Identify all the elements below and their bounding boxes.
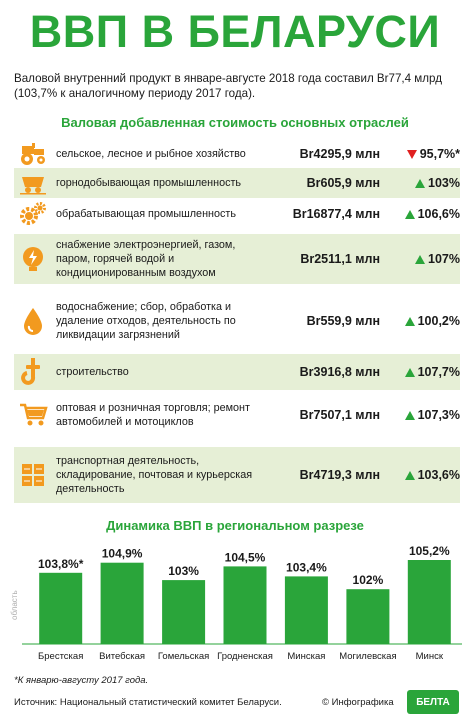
industry-label: оптовая и розничная торговля; ремонт авт…	[56, 402, 250, 428]
industry-percent: 106,6%	[386, 207, 460, 221]
industry-percent-text: 106,6%	[417, 207, 460, 221]
industry-value: Br2511,1 млн	[300, 252, 380, 266]
triangle-down-icon	[406, 149, 417, 159]
crane-hook-icon	[14, 354, 52, 390]
chart-title: Динамика ВВП в региональном разрезе	[106, 518, 364, 533]
triangle-up-icon	[404, 316, 415, 326]
industry-percent: 107,7%	[386, 365, 460, 379]
chart-side-label: область	[10, 590, 19, 620]
chart-data-label: 104,5%	[225, 550, 266, 564]
cargo-boxes-icon	[14, 447, 52, 503]
industry-label: водоснабжение; сбор, обработка и удалени…	[56, 301, 236, 341]
chart-bar	[346, 589, 390, 644]
chart-category-label: Брестская	[38, 651, 83, 662]
industries-section-title: Валовая добавленная стоимость основных о…	[61, 115, 409, 130]
industry-label: транспортная деятельность, складирование…	[56, 455, 253, 495]
triangle-up-icon	[404, 410, 415, 420]
triangle-up-icon	[404, 367, 415, 377]
intro-text: Валовой внутренний продукт в январе-авгу…	[14, 72, 442, 100]
industry-row: обрабатывающая промышленность Br16877,4 …	[14, 199, 460, 229]
regional-gdp-chart: 103,8%* Брестская 104,9% Витебская 103% Гомел…	[0, 538, 470, 668]
tractor-icon	[14, 139, 52, 169]
chart-category-label: Могилевская	[339, 651, 396, 662]
industry-percent-text: 103,6%	[417, 468, 460, 482]
industry-label: сельское, лесное и рыбное хозяйство	[56, 148, 246, 160]
industry-row: снабжение электроэнергией, газом, паром,…	[14, 234, 460, 284]
belta-logo: БЕЛТА	[407, 690, 459, 714]
industry-percent: 100,2%	[386, 314, 460, 328]
industry-percent-text: 107,3%	[417, 408, 460, 422]
industry-percent-text: 95,7%*	[419, 147, 460, 161]
chart-bar	[162, 580, 206, 644]
industry-percent: 107,3%	[386, 408, 460, 422]
industry-value: Br605,9 млн	[306, 176, 380, 190]
chart-data-label: 104,9%	[102, 547, 143, 561]
source-note: Источник: Национальный статистический ко…	[14, 697, 282, 708]
industry-value: Br559,9 млн	[306, 314, 380, 328]
industry-percent: 103%	[386, 176, 460, 190]
industry-percent: 107%	[386, 252, 460, 266]
triangle-up-icon	[404, 209, 415, 219]
chart-bar	[100, 562, 144, 644]
industry-row: горнодобывающая промышленность Br605,9 м…	[14, 168, 460, 198]
industry-row: строительство Br3916,8 млн 107,7%	[14, 354, 460, 390]
industry-percent: 103,6%	[386, 468, 460, 482]
chart-bar	[284, 576, 328, 644]
credit-text: © Инфографика	[322, 697, 394, 708]
gears-icon	[14, 199, 52, 229]
triangle-up-icon	[415, 254, 426, 264]
chart-category-label: Витебская	[99, 651, 145, 662]
industry-value: Br7507,1 млн	[299, 408, 380, 422]
industry-label: обрабатывающая промышленность	[56, 208, 236, 220]
industry-label: снабжение электроэнергией, газом, паром,…	[56, 239, 236, 279]
industry-value: Br16877,4 млн	[292, 207, 380, 221]
chart-data-label: 103,4%	[286, 560, 327, 574]
page-title: ВВП В БЕЛАРУСИ	[29, 6, 441, 57]
industry-value: Br4295,9 млн	[299, 147, 380, 161]
triangle-up-icon	[404, 470, 415, 480]
industry-row: водоснабжение; сбор, обработка и удалени…	[14, 293, 460, 349]
industry-row: оптовая и розничная торговля; ремонт авт…	[14, 391, 460, 439]
industry-percent-text: 103%	[428, 176, 460, 190]
shopping-cart-icon	[14, 391, 52, 439]
chart-data-label: 105,2%	[409, 544, 450, 558]
industry-value: Br3916,8 млн	[299, 365, 380, 379]
industry-percent-text: 107%	[428, 252, 460, 266]
footnote: *К январю-августу 2017 года.	[14, 675, 149, 686]
chart-category-label: Гомельская	[158, 651, 209, 662]
chart-data-label: 103%	[168, 564, 199, 578]
triangle-up-icon	[415, 178, 426, 188]
mining-cart-icon	[14, 168, 52, 198]
industry-label: горнодобывающая промышленность	[56, 177, 242, 189]
chart-category-label: Минская	[287, 651, 325, 662]
industry-percent: 95,7%*	[386, 147, 460, 161]
regional-gdp-chart-svg: 103,8%* Брестская 104,9% Витебская 103% Гомел…	[22, 544, 462, 662]
industry-label: строительство	[56, 366, 129, 378]
chart-bar	[407, 560, 451, 644]
lightning-icon	[14, 234, 52, 284]
industry-percent-text: 100,2%	[417, 314, 460, 328]
chart-bar	[223, 566, 267, 644]
chart-bar	[39, 572, 83, 644]
chart-data-label: 102%	[353, 573, 384, 587]
industry-row: транспортная деятельность, складирование…	[14, 447, 460, 503]
industry-value: Br4719,3 млн	[299, 468, 380, 482]
water-drop-icon	[14, 293, 52, 349]
chart-category-label: Минск	[416, 651, 444, 662]
industry-percent-text: 107,7%	[417, 365, 460, 379]
chart-data-label: 103,8%*	[38, 557, 84, 571]
chart-category-label: Гродненская	[217, 651, 273, 662]
industry-row: сельское, лесное и рыбное хозяйство Br42…	[14, 139, 460, 169]
